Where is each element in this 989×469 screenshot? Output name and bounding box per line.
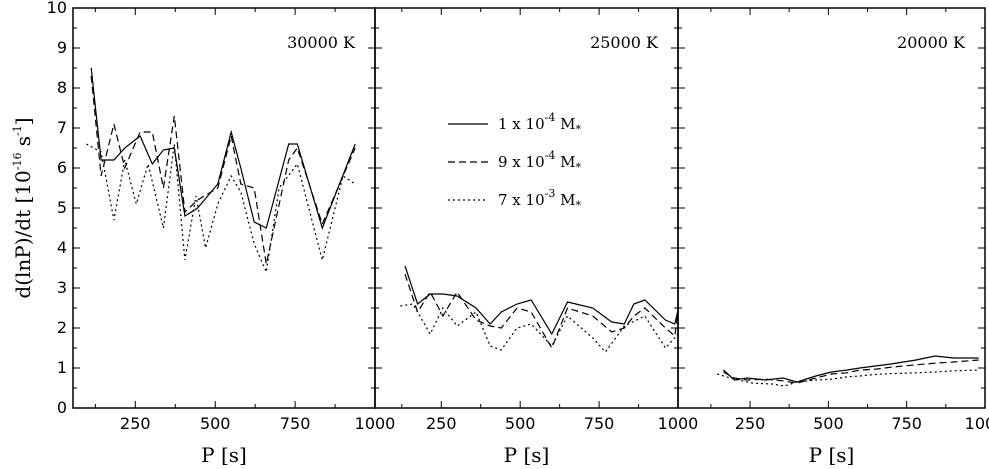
x-tick-label: 250: [735, 414, 766, 433]
panel-label: 25000 K: [590, 33, 659, 52]
y-tick-label: 5: [57, 198, 67, 217]
x-axis-title: P [s]: [201, 443, 247, 467]
y-tick-label: 10: [47, 0, 67, 17]
y-axis-title: d(lnP)/dt [10-16 s-1]: [11, 117, 35, 298]
x-tick-label: 1000: [965, 414, 989, 433]
x-tick-label: 1000: [355, 414, 396, 433]
y-axis-title-exp2: -1: [11, 125, 24, 136]
legend: 1 x 10-4 M* 9 x 10-4 M* 7 x 10-3 M*: [448, 111, 582, 212]
series-line-panel2-solid: [404, 265, 679, 336]
x-tick-label: 500: [505, 414, 536, 433]
x-tick-label: 500: [200, 414, 231, 433]
series-line-panel2-dotted: [400, 303, 679, 353]
legend-label: 9 x 10-4 M*: [498, 149, 582, 174]
series-line-panel1-solid: [90, 67, 356, 230]
y-axis-title-pre: d(lnP)/dt [10: [11, 170, 35, 298]
panel-labels: 30000 K 25000 K 20000 K: [287, 33, 966, 52]
panel-label: 20000 K: [897, 33, 966, 52]
x-tick-label: 250: [120, 414, 151, 433]
y-tick-label: 0: [57, 398, 67, 417]
series-line-panel3-dashed: [723, 359, 979, 384]
series-lines: [86, 67, 979, 387]
x-tick-label: 500: [813, 414, 844, 433]
x-axis-title: P [s]: [504, 443, 550, 467]
x-tick-label: 1000: [658, 414, 699, 433]
panel-frame-3: [677, 7, 986, 409]
y-tick-label: 8: [57, 78, 67, 97]
series-line-panel3-solid: [722, 355, 979, 383]
x-tick-label: 750: [280, 414, 311, 433]
legend-label: 7 x 10-3 M*: [498, 187, 582, 212]
y-tick-label: 1: [57, 358, 67, 377]
y-tick-label: 6: [57, 158, 67, 177]
x-axis-titles: P [s] P [s] P [s]: [201, 443, 854, 467]
ticks: [73, 7, 986, 409]
legend-label: 1 x 10-4 M*: [498, 111, 582, 136]
y-tick-label: 9: [57, 38, 67, 57]
series-line-panel1-dashed: [90, 75, 356, 265]
y-tick-label: 4: [57, 238, 67, 257]
y-axis-title-exp1: -16: [11, 153, 24, 171]
tick-labels: 0 1 2 3 4 5 6 7 8 9 10 250 500 750 1000 250 500 750 1000 25…: [47, 0, 989, 433]
series-line-panel3-dotted: [717, 369, 979, 387]
y-axis-title-post: ]: [11, 117, 35, 125]
y-tick-label: 3: [57, 278, 67, 297]
x-tick-label: 250: [426, 414, 457, 433]
y-tick-label: 2: [57, 318, 67, 337]
x-tick-label: 750: [584, 414, 615, 433]
x-axis-title: P [s]: [809, 443, 855, 467]
panel-label: 30000 K: [287, 33, 356, 52]
x-tick-label: 750: [891, 414, 922, 433]
y-axis-title-mid: s: [11, 136, 35, 153]
y-tick-label: 7: [57, 118, 67, 137]
